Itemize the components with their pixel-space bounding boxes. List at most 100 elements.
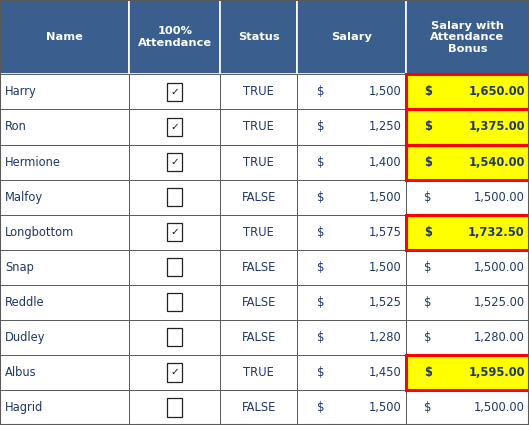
Bar [221,144,297,180]
Bar [129,285,221,320]
Bar [406,285,529,320]
Text: 1,525: 1,525 [368,296,402,309]
Text: Reddle: Reddle [5,296,45,309]
Bar [406,110,529,144]
Bar [0,215,129,250]
Text: $: $ [317,261,324,274]
Bar [0,355,129,390]
Text: Dudley: Dudley [5,331,46,344]
Bar [406,355,529,390]
Bar [406,390,529,425]
Bar [406,250,529,285]
Bar [0,390,129,425]
Text: 1,595.00: 1,595.00 [468,366,525,379]
Text: Hagrid: Hagrid [5,401,43,414]
Text: $: $ [317,226,324,239]
Text: 1,375.00: 1,375.00 [468,120,525,133]
Text: FALSE: FALSE [241,401,276,414]
Text: Salary with
Attendance
Bonus: Salary with Attendance Bonus [430,20,504,54]
Bar [129,144,221,180]
Bar [129,250,221,285]
Bar [129,390,221,425]
Bar [168,153,183,171]
Bar [406,180,529,215]
Bar [0,320,129,355]
Text: 1,450: 1,450 [369,366,402,379]
Bar [406,355,529,390]
Text: ✓: ✓ [170,122,179,132]
Bar [297,250,406,285]
Text: $: $ [424,85,432,99]
Bar [406,74,529,110]
Text: TRUE: TRUE [243,366,274,379]
Bar [297,144,406,180]
Text: Harry: Harry [5,85,37,99]
Text: 1,732.50: 1,732.50 [468,226,525,239]
Text: 1,500.00: 1,500.00 [474,190,525,204]
Bar [168,83,183,101]
Text: TRUE: TRUE [243,85,274,99]
Text: $: $ [317,85,324,99]
Text: 1,575: 1,575 [368,226,402,239]
Text: TRUE: TRUE [243,120,274,133]
Text: Albus: Albus [5,366,37,379]
Bar [221,355,297,390]
Text: ✓: ✓ [170,227,179,237]
Bar [221,285,297,320]
Text: FALSE: FALSE [241,296,276,309]
Bar [297,74,406,110]
Text: FALSE: FALSE [241,331,276,344]
Text: 1,500.00: 1,500.00 [474,401,525,414]
Bar [168,118,183,136]
Bar [406,144,529,180]
Text: 100%
Attendance: 100% Attendance [138,26,212,48]
Text: 1,500: 1,500 [369,85,402,99]
Bar [168,363,183,382]
Bar [129,320,221,355]
Text: $: $ [317,190,324,204]
Bar [406,144,529,180]
Bar [0,250,129,285]
Bar [129,110,221,144]
Text: $: $ [424,190,432,204]
Text: 1,280: 1,280 [369,331,402,344]
Bar [297,390,406,425]
Text: $: $ [424,401,432,414]
Bar [297,110,406,144]
Bar [129,215,221,250]
Bar [297,0,406,74]
Text: Status: Status [238,32,279,42]
Text: $: $ [424,366,432,379]
Bar [129,355,221,390]
Text: FALSE: FALSE [241,261,276,274]
Bar [168,188,183,206]
Bar [129,180,221,215]
Bar [221,250,297,285]
Text: $: $ [424,120,432,133]
Bar [297,215,406,250]
Bar [221,390,297,425]
Bar [168,328,183,346]
Bar [168,223,183,241]
Bar [406,215,529,250]
Bar [168,293,183,312]
Bar [221,180,297,215]
Text: $: $ [424,226,432,239]
Text: Name: Name [46,32,83,42]
Bar [221,0,297,74]
Text: 1,525.00: 1,525.00 [473,296,525,309]
Bar [0,74,129,110]
Text: $: $ [424,261,432,274]
Text: 1,500.00: 1,500.00 [474,261,525,274]
Text: $: $ [317,120,324,133]
Text: Ron: Ron [5,120,27,133]
Text: 1,280.00: 1,280.00 [474,331,525,344]
Text: 1,250: 1,250 [369,120,402,133]
Bar [297,285,406,320]
Bar [168,398,183,416]
Bar [0,110,129,144]
Text: ✓: ✓ [170,367,179,377]
Bar [406,320,529,355]
Text: Malfoy: Malfoy [5,190,43,204]
Text: TRUE: TRUE [243,156,274,169]
